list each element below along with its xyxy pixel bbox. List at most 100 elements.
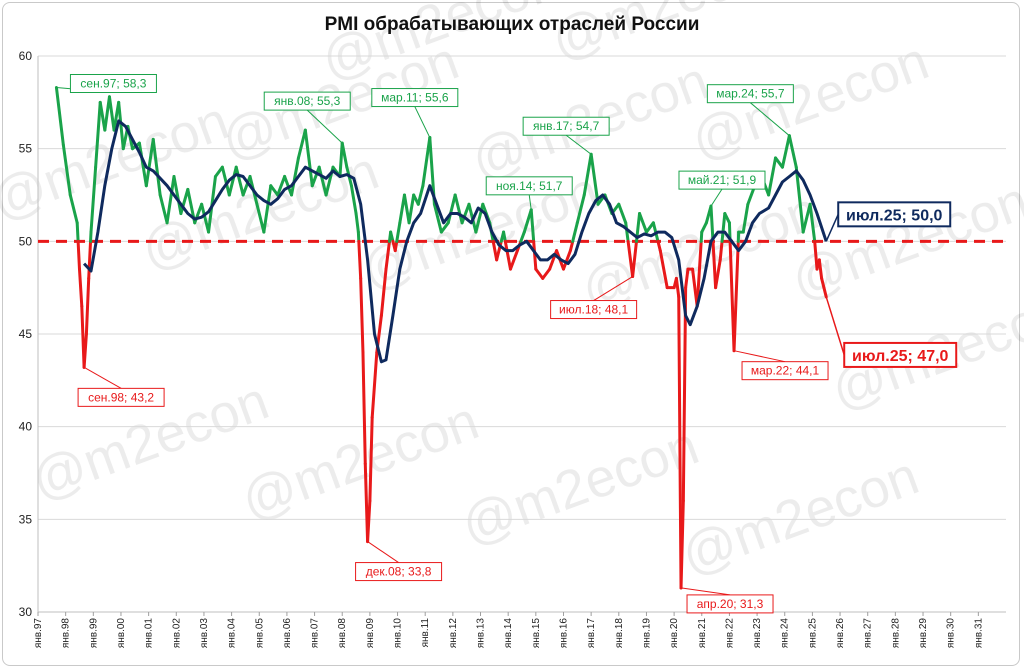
x-tick-label: янв.27 bbox=[863, 618, 874, 649]
pmi-line-segment-above bbox=[317, 165, 328, 197]
pmi-line-segment-above bbox=[780, 134, 791, 169]
x-tick-label: янв.26 bbox=[835, 618, 846, 649]
x-tick-label: янв.15 bbox=[531, 618, 542, 649]
pmi-line-segment-below bbox=[84, 276, 91, 336]
pmi-line-segment-above bbox=[808, 202, 817, 243]
annotation-box bbox=[741, 361, 829, 381]
annotation-box bbox=[522, 116, 610, 136]
pmi-line-segment-below bbox=[656, 239, 662, 253]
pmi-line-segment-above bbox=[723, 212, 731, 225]
pmi-line-segment-above bbox=[638, 212, 648, 234]
pmi-line-segment-below bbox=[87, 239, 93, 280]
y-tick-label: 50 bbox=[19, 234, 33, 248]
x-tick-label: янв.18 bbox=[614, 618, 625, 649]
pmi-line-segment-above bbox=[700, 221, 708, 234]
x-tick-label: янв.02 bbox=[171, 618, 182, 649]
annotation-leader bbox=[593, 276, 633, 301]
x-tick-label: янв.97 bbox=[33, 618, 44, 649]
x-tick-label: янв.09 bbox=[365, 618, 376, 649]
pmi-line-segment-above bbox=[354, 212, 360, 234]
pmi-line-segment-below bbox=[77, 267, 84, 308]
callout-label: июл.25; 47,0 bbox=[852, 348, 949, 365]
x-tick-label: янв.22 bbox=[724, 618, 735, 649]
pmi-line-segment-above bbox=[234, 165, 245, 197]
pmi-line-segment-above bbox=[709, 204, 715, 243]
pmi-line-segment-below bbox=[359, 276, 365, 355]
annotations: сен.97; 58,3 сен.98; 43,2 янв.08; 55,3 дек.… bbox=[56, 74, 958, 614]
callout-leader bbox=[825, 296, 845, 356]
pmi-line-segment-below bbox=[366, 499, 372, 544]
pmi-line-segment-above bbox=[582, 152, 593, 197]
pmi-line-segment-above bbox=[220, 165, 231, 197]
pmi-line-segment-above bbox=[172, 174, 183, 216]
pmi-line-segment-below bbox=[82, 332, 88, 369]
annotation-leader bbox=[710, 188, 723, 207]
pmi-line-segment-below bbox=[684, 267, 690, 290]
annotation-box bbox=[485, 176, 573, 196]
x-tick-label: янв.29 bbox=[918, 618, 929, 649]
x-tick-label: янв.28 bbox=[890, 618, 901, 649]
pmi-line-segment-above bbox=[519, 230, 526, 243]
pmi-line-segment-above bbox=[227, 165, 238, 197]
pmi-line-segment-above bbox=[179, 187, 190, 216]
pmi-line-segment-above bbox=[589, 152, 600, 206]
pmi-line-segment-above bbox=[699, 230, 704, 243]
x-tick-label: янв.03 bbox=[199, 618, 210, 649]
pmi-line-segment-below bbox=[368, 415, 374, 503]
callout-box bbox=[837, 201, 952, 228]
pmi-line-segment-above bbox=[787, 134, 798, 169]
pmi-line-segment-below bbox=[532, 239, 538, 271]
pmi-line-segment-above bbox=[617, 202, 628, 225]
annotation-leader bbox=[733, 350, 786, 363]
pmi-line-segment-above bbox=[398, 193, 406, 225]
pmi-line-segment-below bbox=[561, 249, 572, 271]
y-axis: 30 35 40 45 50 55 60 bbox=[19, 49, 39, 619]
pmi-line-segment-above bbox=[290, 156, 300, 197]
callout-leader bbox=[825, 214, 839, 242]
x-axis: янв.97 янв.98 янв.99 янв.00 янв.01 янв.02 янв.… bbox=[33, 611, 1006, 649]
x-tick-label: янв.30 bbox=[946, 618, 957, 649]
x-tick-label: янв.31 bbox=[973, 618, 984, 649]
annotation-box bbox=[263, 91, 351, 111]
pmi-line-segment-below bbox=[379, 267, 388, 317]
watermark-text: @m2econ bbox=[674, 445, 927, 586]
pmi-line-segment-above bbox=[200, 202, 211, 234]
pmi-line-segment-above bbox=[720, 212, 727, 243]
pmi-line-segment-below bbox=[393, 239, 399, 253]
annotation-label: сен.97; 58,3 bbox=[80, 77, 146, 91]
pmi-line-segment-below bbox=[370, 351, 379, 419]
x-tick-label: янв.11 bbox=[420, 618, 431, 648]
annotation-box bbox=[371, 88, 459, 108]
pmi-line-segment-below bbox=[718, 239, 724, 262]
pmi-line-segment-above bbox=[303, 128, 314, 188]
callout-box bbox=[843, 341, 958, 368]
annotation-label: мар.11; 55,6 bbox=[381, 91, 449, 105]
annotation-leader bbox=[306, 109, 343, 144]
pmi-line-segment-above bbox=[529, 208, 536, 243]
annotation-label: мар.24; 55,7 bbox=[716, 87, 785, 101]
y-tick-label: 30 bbox=[19, 605, 33, 619]
pmi-line-segment-above bbox=[262, 184, 273, 234]
pmi-line-segment-above bbox=[407, 193, 416, 225]
pmi-line-segment-below bbox=[568, 239, 575, 253]
annotation-box bbox=[77, 387, 165, 407]
x-tick-label: янв.07 bbox=[310, 618, 321, 649]
pmi-line-segment-above bbox=[94, 100, 102, 169]
x-tick-label: янв.25 bbox=[807, 618, 818, 649]
x-tick-label: янв.19 bbox=[641, 618, 652, 649]
x-tick-label: янв.23 bbox=[752, 618, 763, 649]
pmi-line-segment-above bbox=[624, 221, 630, 243]
annotation-box bbox=[686, 594, 774, 614]
x-tick-label: янв.05 bbox=[254, 618, 265, 649]
pmi-line-segment-above bbox=[165, 174, 176, 225]
pmi-line-segment-above bbox=[117, 100, 125, 151]
pmi-line-segment-below bbox=[679, 499, 685, 590]
x-tick-label: янв.01 bbox=[144, 618, 155, 649]
pmi-line-segment-above bbox=[75, 221, 80, 243]
pmi-line-segment-above bbox=[137, 141, 148, 188]
annotation-box bbox=[355, 562, 443, 582]
pmi-line-segment-above bbox=[349, 184, 358, 216]
pmi-line-segment-above bbox=[421, 136, 432, 188]
y-tick-label: 55 bbox=[19, 142, 33, 156]
annotation-leader bbox=[83, 366, 122, 389]
